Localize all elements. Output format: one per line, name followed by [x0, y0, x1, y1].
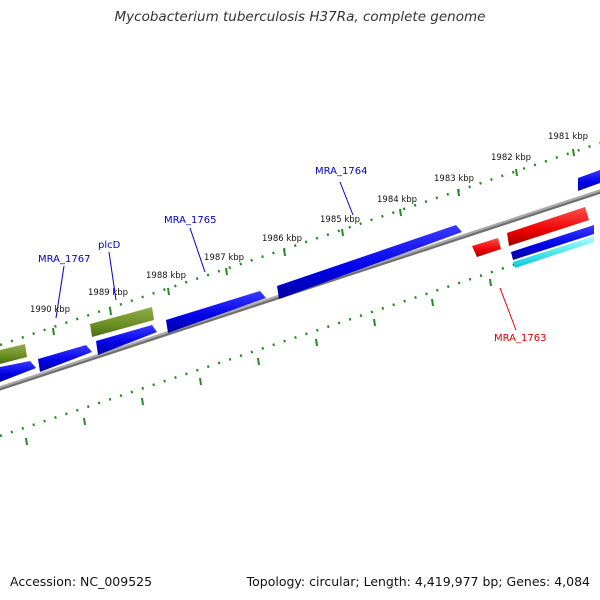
label-leaders [55, 181, 517, 331]
scale-label-1989: 1989 kbp [88, 288, 128, 298]
map-title: Mycobacterium tuberculosis H37Ra, comple… [114, 9, 486, 25]
inner-scale-ring [0, 234, 600, 438]
gene-label-mra-1764[interactable]: MRA_1764 [315, 166, 367, 177]
accession-text: Accession: NC_009525 [10, 574, 153, 589]
scale-label-1987: 1987 kbp [204, 253, 244, 263]
scale-label-1985: 1985 kbp [320, 215, 360, 225]
gene-arrow[interactable] [38, 345, 92, 372]
gene-arrow-mra-1764[interactable] [277, 225, 462, 299]
gene-arrow[interactable] [511, 225, 594, 260]
scale-label-1982: 1982 kbp [491, 153, 531, 163]
gene-label-mra-1765[interactable]: MRA_1765 [164, 215, 216, 226]
gene-arrow-mra-1765[interactable] [166, 291, 266, 333]
gene-arrow[interactable] [0, 361, 36, 382]
gene-arrow[interactable] [578, 170, 600, 191]
gene-label-mra-1763[interactable]: MRA_1763 [494, 333, 546, 344]
inner-scale-ticks [25, 278, 492, 446]
scale-label-1988: 1988 kbp [146, 271, 186, 281]
scale-label-1983: 1983 kbp [434, 174, 474, 184]
scale-ticks [52, 148, 575, 336]
gene-label-plcd[interactable]: plcD [98, 240, 121, 251]
scale-label-1981: 1981 kbp [548, 132, 588, 142]
rna-feature[interactable] [513, 236, 594, 268]
gene-arrow[interactable] [96, 325, 157, 355]
scale-label-1990: 1990 kbp [30, 305, 70, 315]
scale-label-1984: 1984 kbp [377, 195, 417, 205]
gene-arrow[interactable] [0, 344, 27, 364]
reverse-strand-genes [472, 207, 589, 257]
genome-summary-text: Topology: circular; Length: 4,419,977 bp… [246, 574, 590, 589]
gene-group-plcd [0, 307, 154, 364]
gene-arrow[interactable] [507, 207, 589, 246]
gene-arrow-mra-1763[interactable] [472, 238, 501, 257]
forward-strand-genes [0, 170, 600, 382]
gene-arrow-plcd[interactable] [90, 307, 154, 337]
scale-label-1986: 1986 kbp [262, 234, 302, 244]
gene-label-mra-1767[interactable]: MRA_1767 [38, 254, 90, 265]
